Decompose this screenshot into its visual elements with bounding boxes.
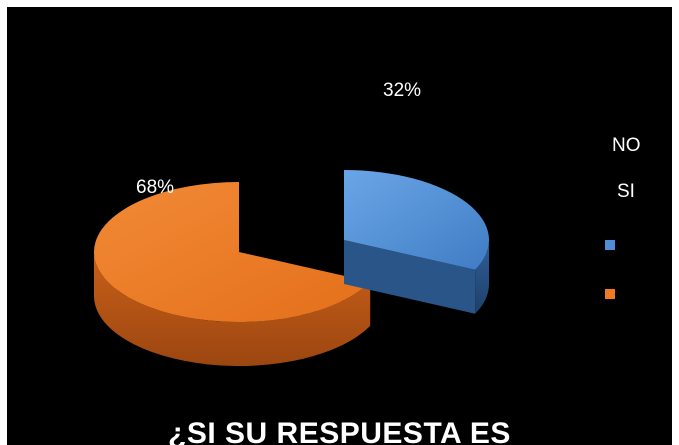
- chart-title: ¿SI SU RESPUESTA ES: [168, 417, 511, 445]
- legend-swatch-no: [605, 240, 615, 250]
- slice-no-top: [344, 170, 489, 270]
- slice-no: [344, 170, 489, 314]
- legend-entry-no: NO: [612, 135, 641, 156]
- slice-si: [93, 182, 371, 366]
- pie-chart: [93, 170, 489, 366]
- slice-si-side: [93, 252, 371, 366]
- legend-swatch-si: [605, 289, 615, 299]
- legend-entry-si: SI: [617, 181, 635, 202]
- data-label-no: 32%: [383, 80, 422, 101]
- slice-si-top: [93, 182, 371, 323]
- slice-no-cut-face: [344, 240, 476, 314]
- chart-plot-area: 32% 68% NO SI ¿SI SU RESPUESTA ES: [7, 7, 672, 445]
- data-label-si: 68%: [136, 177, 175, 198]
- slice-no-side: [475, 240, 489, 314]
